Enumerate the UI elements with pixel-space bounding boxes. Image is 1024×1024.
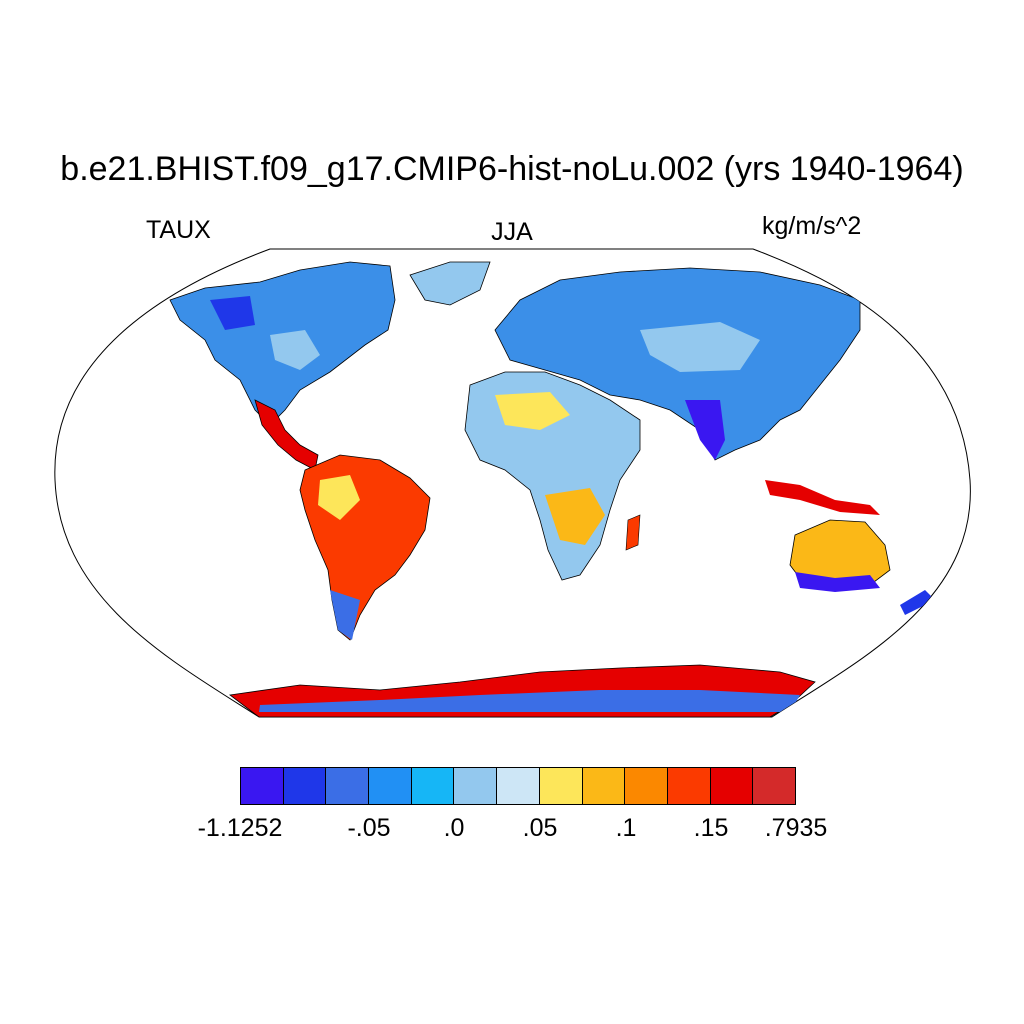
colorbar-box-6 — [497, 768, 540, 804]
colorbar-box-0 — [241, 768, 284, 804]
plot-title: b.e21.BHIST.f09_g17.CMIP6-hist-noLu.002 … — [60, 150, 964, 188]
colorbar-tick-5: .15 — [693, 814, 729, 842]
colorbar-box-10 — [667, 768, 711, 804]
colorbar-tick-3: .05 — [522, 814, 558, 842]
asia-light — [640, 322, 760, 372]
north-america-light-patch — [270, 330, 320, 370]
colorbar-tick-0: -1.1252 — [197, 814, 283, 842]
south-america-yellow — [318, 475, 360, 520]
colorbar-box-9 — [625, 768, 668, 804]
colorbar-box-8 — [582, 768, 626, 804]
colorbar-box-7 — [539, 768, 583, 804]
colorbar-tick-1: -.05 — [347, 814, 391, 842]
colorbar-box-12 — [753, 768, 795, 804]
new-zealand — [900, 590, 935, 615]
antarctica-blue-band — [259, 690, 800, 712]
southern-africa-orange — [545, 488, 605, 545]
south-america-south — [330, 590, 360, 640]
colorbar-box-11 — [710, 768, 754, 804]
north-america-dark-patch — [210, 296, 255, 330]
greenland — [409, 261, 491, 306]
madagascar — [625, 514, 641, 551]
colorbar-tick-6: .7935 — [764, 814, 828, 842]
colorbar-box-5 — [454, 768, 498, 804]
colorbar-box-4 — [411, 768, 455, 804]
colorbar-box-3 — [369, 768, 412, 804]
australia-south — [795, 572, 880, 592]
colorbar-box-2 — [326, 768, 370, 804]
colorbar-tick-2: .0 — [443, 814, 465, 842]
central-america — [254, 399, 319, 471]
units-label: kg/m/s^2 — [762, 212, 862, 240]
colorbar-box-1 — [283, 768, 327, 804]
colorbar-tick-4: .1 — [615, 814, 637, 842]
sahara-yellow — [495, 392, 570, 430]
season-label: JJA — [491, 218, 533, 246]
indonesia — [765, 480, 880, 515]
variable-label: TAUX — [146, 216, 211, 244]
india — [685, 400, 725, 460]
colorbar — [240, 767, 796, 805]
